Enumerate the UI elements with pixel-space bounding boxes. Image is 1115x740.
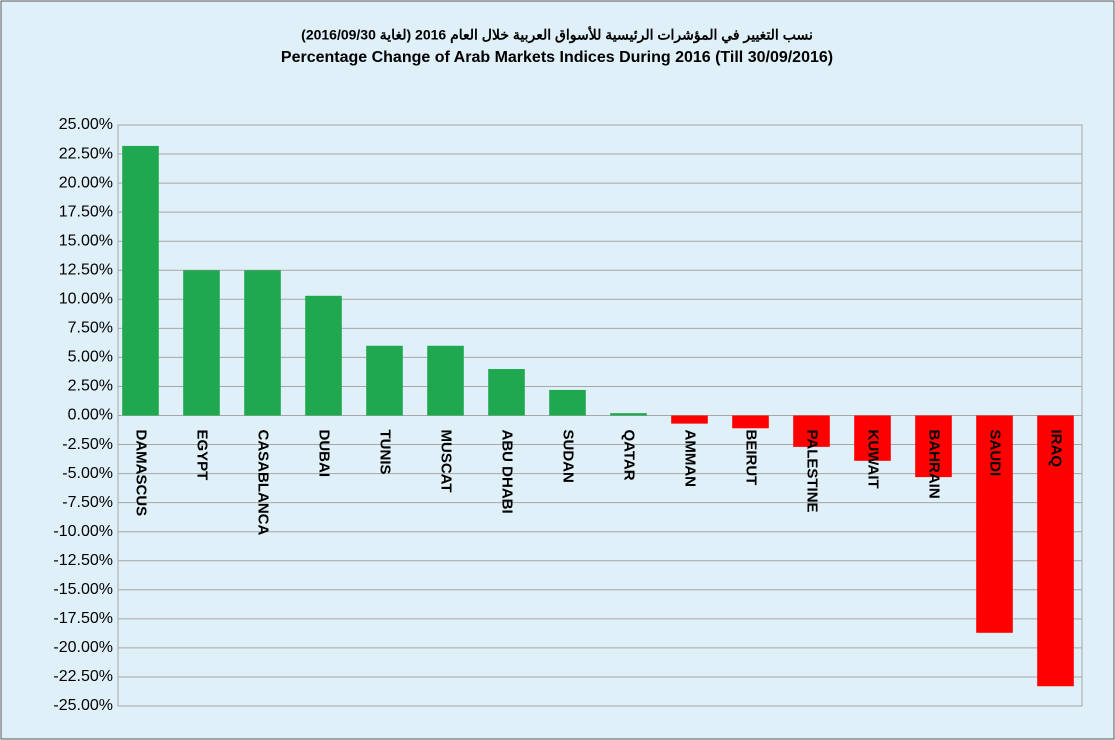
bar <box>793 415 830 447</box>
x-tick-label: DUBAI <box>316 430 333 478</box>
y-tick-label: -2.50% <box>62 436 113 453</box>
bar <box>1037 415 1074 687</box>
y-tick-label: 12.50% <box>59 261 113 278</box>
x-tick-label: EGYPT <box>194 430 211 481</box>
y-tick-label: 17.50% <box>59 203 113 220</box>
y-tick-label: 15.00% <box>59 232 113 249</box>
bar <box>366 345 403 416</box>
x-tick-label: QATAR <box>621 430 638 481</box>
bar <box>549 389 586 416</box>
x-tick-label: CASABLANCA <box>255 430 272 536</box>
x-tick-label: TUNIS <box>377 430 394 475</box>
y-tick-label: 7.50% <box>68 320 113 337</box>
y-tick-label: -17.50% <box>53 610 113 627</box>
chart-title-arabic: نسب التغيير في المؤشرات الرئيسية للأسواق… <box>301 26 813 44</box>
bar <box>122 145 159 416</box>
chart-title: Percentage Change of Arab Markets Indice… <box>281 49 833 66</box>
x-tick-label: BEIRUT <box>743 430 760 486</box>
y-tick-label: -22.50% <box>53 668 113 685</box>
x-tick-label: ABU DHABI <box>499 430 516 514</box>
bar <box>244 270 281 416</box>
y-tick-label: -25.00% <box>53 697 113 714</box>
bar <box>488 369 525 416</box>
x-tick-label: SUDAN <box>560 430 577 483</box>
y-tick-label: 10.00% <box>59 291 113 308</box>
y-tick-label: -7.50% <box>62 494 113 511</box>
y-tick-label: -5.00% <box>62 465 113 482</box>
x-tick-label: AMMAN <box>682 430 699 488</box>
y-tick-label: -10.00% <box>53 523 113 540</box>
bar <box>854 415 891 461</box>
bar <box>732 415 769 429</box>
y-tick-label: 25.00% <box>59 116 113 133</box>
y-tick-label: 5.00% <box>68 349 113 366</box>
bar <box>915 415 952 478</box>
bar <box>427 345 464 416</box>
x-tick-label: PALESTINE <box>804 430 821 513</box>
y-tick-label: 22.50% <box>59 145 113 162</box>
x-tick-label: DAMASCUS <box>133 430 150 517</box>
x-tick-label: MUSCAT <box>438 430 455 493</box>
y-tick-label: -12.50% <box>53 552 113 569</box>
y-tick-label: -20.00% <box>53 639 113 656</box>
bar <box>976 415 1013 633</box>
x-tick-label: KUWAIT <box>865 430 882 489</box>
bar <box>610 413 647 416</box>
y-tick-label: 0.00% <box>68 407 113 424</box>
bar <box>671 415 708 424</box>
bar <box>305 295 342 416</box>
x-tick-label: BAHRAIN <box>926 430 943 499</box>
y-tick-label: 20.00% <box>59 174 113 191</box>
y-tick-label: 2.50% <box>68 378 113 395</box>
y-tick-label: -15.00% <box>53 581 113 598</box>
x-tick-label: IRAQ <box>1048 430 1065 468</box>
bar <box>183 270 220 416</box>
x-tick-label: SAUDI <box>987 430 1004 477</box>
